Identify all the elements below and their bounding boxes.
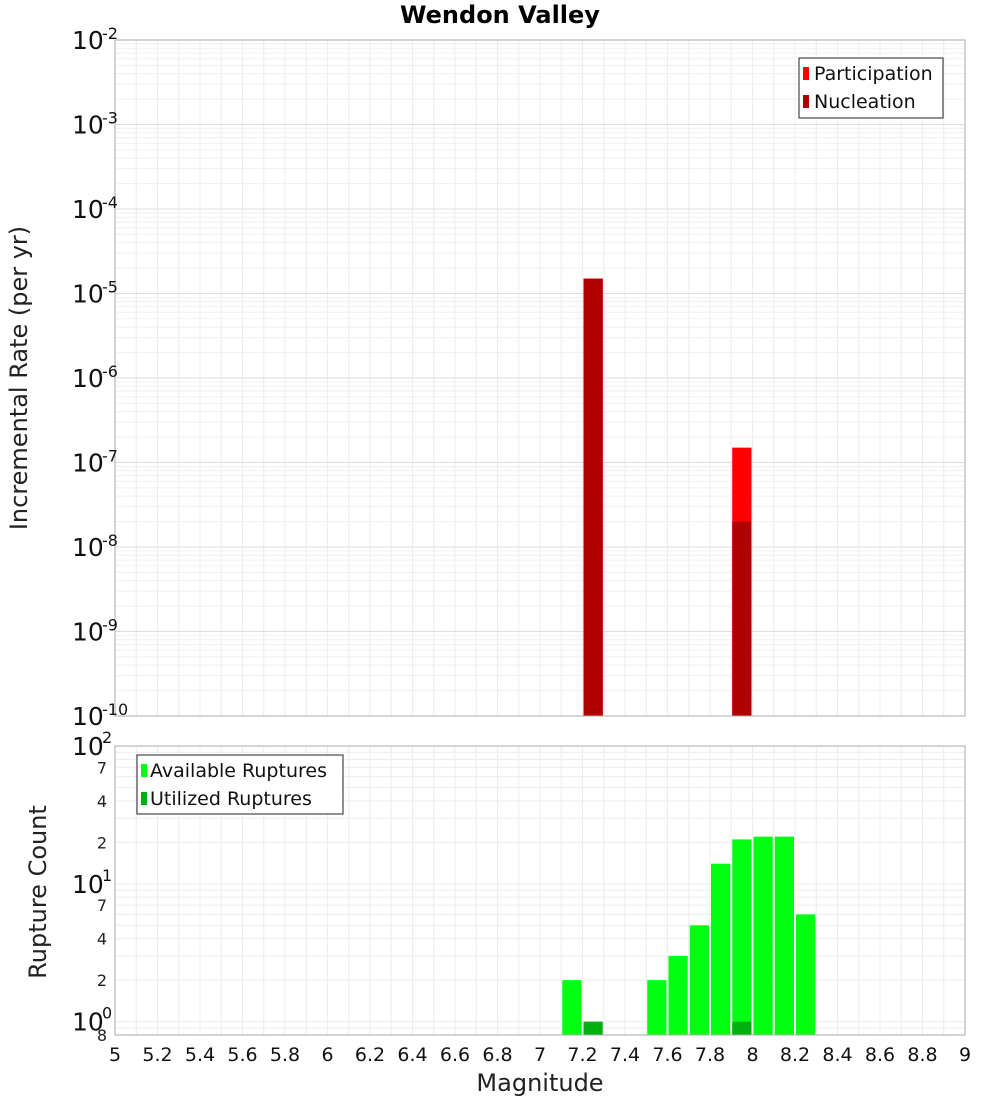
y-tick-label: 10 — [72, 280, 104, 309]
x-tick-label: 5 — [109, 1044, 121, 1066]
x-tick-label: 5.6 — [227, 1044, 257, 1066]
y-tick-exponent: -5 — [102, 278, 118, 297]
bar-available-ruptures — [732, 839, 752, 1035]
bar-available-ruptures — [647, 980, 667, 1035]
y-minor-tick-label: 2 — [97, 833, 107, 852]
y-tick-label: 10 — [72, 111, 104, 140]
bar-available-ruptures — [796, 914, 816, 1035]
rate-legend-box — [798, 57, 944, 119]
y-tick-label: 10 — [72, 26, 104, 55]
y-minor-tick-label: 4 — [97, 930, 107, 949]
rate-panel-y-ticks: 10-210-310-410-510-610-710-810-910-10 — [72, 24, 128, 731]
x-tick-label: 7.6 — [652, 1044, 682, 1066]
x-tick-label: 9 — [959, 1044, 971, 1066]
rate-panel-bars — [583, 278, 752, 716]
y-minor-tick-label: 2 — [97, 971, 107, 990]
legend-label-utilized: Utilized Ruptures — [150, 788, 312, 810]
y-tick-label: 10 — [72, 533, 104, 562]
x-tick-label: 5.2 — [142, 1044, 172, 1066]
y-tick-exponent: -6 — [102, 362, 118, 381]
x-tick-label: 6 — [321, 1044, 333, 1066]
bar-nucleation — [583, 278, 603, 716]
x-tick-label: 8.4 — [822, 1044, 852, 1066]
y-tick-exponent: -7 — [102, 447, 118, 466]
x-tick-label: 5.4 — [185, 1044, 215, 1066]
bar-available-ruptures — [753, 836, 773, 1035]
y-tick-exponent: -10 — [102, 700, 128, 719]
bar-available-ruptures — [689, 925, 709, 1035]
rate-panel-y-label: Incremental Rate (per yr) — [5, 226, 33, 530]
legend-swatch-nucleation — [803, 95, 809, 108]
x-tick-label: 7.8 — [695, 1044, 725, 1066]
y-tick-exponent: -4 — [102, 193, 118, 212]
x-axis-label: Magnitude — [476, 1069, 603, 1097]
y-tick-exponent: 1 — [102, 866, 112, 885]
y-tick-exponent: 2 — [102, 728, 112, 747]
bar-nucleation — [732, 521, 752, 716]
legend-swatch-participation — [803, 67, 809, 80]
count-legend: Available Ruptures Utilized Ruptures — [136, 754, 344, 815]
y-tick-label: 10 — [72, 870, 104, 899]
y-tick-label: 10 — [72, 195, 104, 224]
legend-label-nucleation: Nucleation — [814, 91, 916, 113]
rate-legend: Participation Nucleation — [798, 57, 944, 119]
y-minor-tick-label: 7 — [97, 896, 107, 915]
y-minor-tick-label: 8 — [97, 1026, 107, 1045]
chart-title: Wendon Valley — [400, 1, 600, 29]
x-tick-label: 7 — [534, 1044, 546, 1066]
x-tick-label: 8.2 — [780, 1044, 810, 1066]
x-tick-label: 8.6 — [865, 1044, 895, 1066]
x-tick-label: 5.8 — [270, 1044, 300, 1066]
bar-available-ruptures — [711, 863, 731, 1035]
y-tick-label: 10 — [72, 364, 104, 393]
x-tick-label: 7.4 — [610, 1044, 640, 1066]
y-tick-label: 10 — [72, 449, 104, 478]
x-tick-label: 7.2 — [567, 1044, 597, 1066]
x-tick-label: 6.8 — [482, 1044, 512, 1066]
y-tick-exponent: -8 — [102, 531, 118, 550]
count-panel-frame — [114, 745, 966, 1036]
y-minor-tick-label: 4 — [97, 792, 107, 811]
y-tick-label: 10 — [72, 618, 104, 647]
x-tick-label: 6.4 — [397, 1044, 427, 1066]
count-legend-box — [136, 754, 344, 815]
x-tick-label: 6.6 — [440, 1044, 470, 1066]
x-tick-label: 8 — [746, 1044, 758, 1066]
count-panel-bars — [562, 836, 816, 1035]
x-tick-label: 8.8 — [907, 1044, 937, 1066]
y-tick-exponent: -3 — [102, 109, 118, 128]
bar-utilized-ruptures — [732, 1021, 752, 1035]
legend-label-available: Available Ruptures — [150, 760, 327, 782]
rate-panel-grid — [114, 40, 966, 717]
y-minor-tick-label: 7 — [97, 758, 107, 777]
y-tick-exponent: -2 — [102, 24, 118, 43]
y-tick-label: 10 — [72, 702, 104, 731]
x-axis-ticks: 5 5.2 5.4 5.6 5.8 6 6.2 6.4 6.6 6.8 7 7.2 7.4 7.6 7.8 8… — [109, 1044, 971, 1066]
legend-swatch-utilized — [141, 792, 147, 805]
x-tick-label: 6.2 — [355, 1044, 385, 1066]
bar-available-ruptures — [774, 836, 794, 1035]
bar-available-ruptures — [668, 955, 688, 1035]
y-tick-label: 10 — [72, 732, 104, 761]
y-tick-exponent: -9 — [102, 616, 118, 635]
rate-panel: 10-210-310-410-510-610-710-810-910-10 In… — [5, 24, 966, 731]
bar-utilized-ruptures — [583, 1021, 603, 1035]
y-tick-exponent: 0 — [102, 1004, 112, 1023]
legend-label-participation: Participation — [814, 63, 933, 85]
y-tick-label: 10 — [72, 1008, 104, 1037]
count-panel-y-label: Rupture Count — [24, 805, 52, 979]
legend-swatch-available — [141, 764, 147, 777]
bar-available-ruptures — [562, 980, 582, 1035]
rate-panel-frame — [114, 39, 966, 717]
